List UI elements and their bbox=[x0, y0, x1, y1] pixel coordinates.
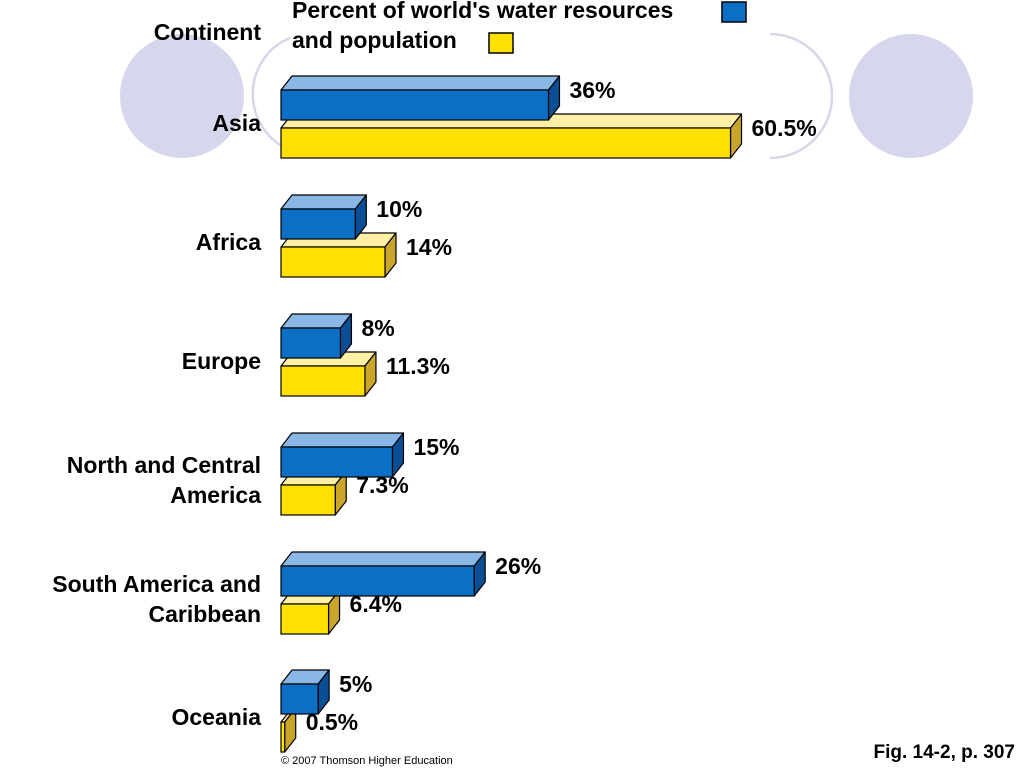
bar-water-north-and-central-america bbox=[280, 432, 405, 478]
bars-group: 36% 60.5% Asia 10% 14% Africa 8% 11.3% Europe 15%… bbox=[52, 75, 817, 753]
category-label-north-and-central-america-line-2: America bbox=[170, 482, 261, 508]
decor-arc-left bbox=[251, 36, 291, 152]
bar-water-north-and-central-america-front bbox=[280, 446, 394, 478]
value-label-water-europe: 8% bbox=[361, 315, 394, 341]
bar-water-europe bbox=[280, 313, 353, 359]
bar-water-north-and-central-america-top bbox=[280, 432, 405, 448]
value-label-water-africa: 10% bbox=[376, 196, 422, 222]
bar-water-south-america-and-caribbean-top bbox=[280, 551, 486, 567]
bar-water-africa-front bbox=[280, 208, 356, 240]
category-label-south-america-and-caribbean-line-1: South America and bbox=[52, 571, 261, 597]
bar-water-asia-top bbox=[280, 75, 561, 91]
category-axis-label: Continent bbox=[154, 19, 262, 45]
value-label-population-africa: 14% bbox=[406, 234, 452, 260]
bar-population-africa-front bbox=[280, 246, 386, 278]
bar-population-oceania-front bbox=[280, 721, 286, 753]
category-label-north-and-central-america-line-1: North and Central bbox=[67, 452, 261, 478]
legend: Percent of world's water resources and p… bbox=[292, 0, 747, 54]
bar-population-asia bbox=[280, 113, 743, 159]
bar-population-north-and-central-america-front bbox=[280, 484, 336, 516]
bar-water-oceania-front bbox=[280, 683, 319, 715]
bar-water-south-america-and-caribbean bbox=[280, 551, 486, 597]
legend-label-population-line-1: and population bbox=[292, 27, 457, 53]
category-label-oceania: Oceania bbox=[172, 704, 262, 730]
bar-population-europe bbox=[280, 351, 377, 397]
value-label-water-south-america-and-caribbean: 26% bbox=[495, 553, 541, 579]
legend-label-water-line-1: Percent of world's water resources bbox=[292, 0, 673, 23]
bar-water-asia-front bbox=[280, 89, 550, 121]
bar-water-europe-front bbox=[280, 327, 342, 359]
category-label-asia: Asia bbox=[212, 110, 261, 136]
value-label-population-south-america-and-caribbean: 6.4% bbox=[350, 591, 402, 617]
decor-arc-right bbox=[769, 32, 834, 160]
value-label-population-europe: 11.3% bbox=[386, 353, 450, 379]
bar-water-europe-top bbox=[280, 313, 353, 329]
bar-water-south-america-and-caribbean-front bbox=[280, 565, 475, 597]
category-label-south-america-and-caribbean-line-2: Caribbean bbox=[149, 601, 261, 627]
value-label-population-north-and-central-america: 7.3% bbox=[356, 472, 408, 498]
copyright-notice: © 2007 Thomson Higher Education bbox=[281, 755, 453, 767]
bar-water-africa-top bbox=[280, 194, 367, 210]
figure-reference: Fig. 14-2, p. 307 bbox=[874, 742, 1016, 763]
bar-population-south-america-and-caribbean-front bbox=[280, 603, 330, 635]
bar-water-africa bbox=[280, 194, 367, 240]
legend-swatch-population bbox=[488, 32, 514, 54]
legend-swatch-water bbox=[721, 1, 747, 23]
value-label-water-asia: 36% bbox=[569, 77, 615, 103]
decor-circle-left bbox=[120, 34, 244, 158]
value-label-water-north-and-central-america: 15% bbox=[413, 434, 459, 460]
category-label-africa: Africa bbox=[196, 229, 261, 255]
bar-population-europe-front bbox=[280, 365, 366, 397]
value-label-water-oceania: 5% bbox=[339, 671, 372, 697]
decor-circle-right bbox=[849, 34, 973, 158]
value-label-population-asia: 60.5% bbox=[752, 115, 817, 141]
value-label-population-oceania: 0.5% bbox=[306, 709, 358, 735]
bar-population-asia-front bbox=[280, 127, 732, 159]
bar-water-asia bbox=[280, 75, 561, 121]
bar-population-north-and-central-america bbox=[280, 470, 347, 516]
bar-population-africa bbox=[280, 232, 397, 278]
background-decoration bbox=[120, 32, 973, 160]
category-label-europe: Europe bbox=[182, 348, 261, 374]
bar-water-oceania bbox=[280, 669, 330, 715]
